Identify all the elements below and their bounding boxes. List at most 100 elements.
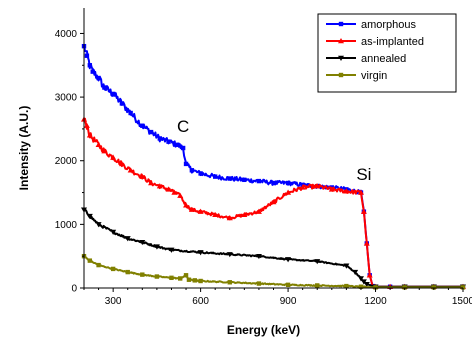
data-point-as-implanted	[285, 189, 292, 195]
data-point-virgin	[183, 273, 189, 278]
data-point-as-implanted	[171, 189, 178, 195]
x-axis-title: Energy (keV)	[227, 323, 300, 337]
data-point-as-implanted	[118, 160, 125, 167]
data-point-virgin	[256, 281, 262, 286]
data-point-annealed	[357, 276, 364, 282]
data-point-virgin	[358, 284, 364, 289]
data-point-as-implanted	[83, 122, 90, 128]
data-point-virgin	[373, 285, 378, 290]
data-point-as-implanted	[165, 186, 172, 192]
data-point-virgin	[140, 272, 145, 277]
data-point-as-implanted	[314, 183, 321, 189]
legend-label-virgin: virgin	[361, 70, 387, 82]
series-line-virgin	[83, 255, 464, 289]
y-tick-label: 3000	[55, 93, 78, 104]
series-layer	[81, 43, 466, 290]
axes-layer: 300 600 900 1200 1500 0 1000 2000 3000 4000	[55, 8, 472, 307]
data-point-virgin	[125, 269, 130, 275]
legend-box	[317, 13, 457, 93]
legend-marker-virgin	[338, 72, 344, 78]
legend-marker-as-implanted	[338, 38, 344, 44]
data-point-as-implanted	[197, 208, 204, 214]
data-point-annealed	[124, 236, 131, 242]
data-point-amorphous	[180, 145, 186, 151]
data-point-amorphous	[198, 171, 203, 176]
data-point-annealed	[363, 281, 370, 288]
data-point-virgin	[178, 276, 183, 281]
data-point-amorphous	[90, 69, 95, 74]
legend-marker-amorphous	[338, 21, 344, 27]
data-point-annealed	[285, 257, 292, 263]
data-point-as-implanted	[357, 189, 364, 195]
data-point-annealed	[343, 263, 350, 269]
data-point-virgin	[192, 278, 197, 283]
legend: amorphous as-implanted annealed virgin	[317, 13, 457, 93]
data-point-as-implanted	[226, 215, 233, 221]
data-point-annealed	[110, 229, 117, 235]
data-point-virgin	[285, 282, 291, 288]
x-tick-label: 1200	[364, 296, 387, 307]
x-tick-label: 600	[192, 296, 209, 307]
data-point-as-implanted	[127, 167, 134, 173]
data-point-as-implanted	[363, 240, 370, 246]
data-point-amorphous	[110, 91, 116, 97]
data-point-amorphous	[271, 180, 276, 186]
data-point-annealed	[86, 213, 93, 220]
data-point-as-implanted	[95, 141, 102, 148]
data-point-as-implanted	[343, 188, 350, 194]
x-tick-label: 900	[280, 296, 297, 307]
data-point-amorphous	[285, 180, 291, 186]
data-point-virgin	[402, 285, 407, 290]
data-point-as-implanted	[212, 211, 219, 218]
data-point-amorphous	[87, 63, 93, 68]
annotation-si: Si	[356, 165, 371, 184]
annotation-c: C	[177, 117, 189, 136]
data-point-amorphous	[242, 177, 247, 183]
data-point-virgin	[186, 277, 192, 282]
data-point-virgin	[344, 283, 349, 289]
y-tick-label: 0	[71, 284, 77, 295]
data-point-amorphous	[175, 142, 180, 148]
data-point-as-implanted	[328, 186, 335, 192]
series-virgin	[81, 253, 466, 290]
legend-marker-annealed	[338, 55, 344, 61]
data-point-as-implanted	[366, 272, 373, 278]
data-point-annealed	[226, 252, 233, 258]
data-point-annealed	[168, 247, 175, 253]
data-point-amorphous	[84, 53, 90, 58]
y-tick-label: 2000	[55, 156, 78, 167]
y-tick-label: 1000	[55, 220, 78, 231]
data-point-amorphous	[128, 110, 133, 116]
data-point-as-implanted	[177, 192, 184, 198]
data-point-annealed	[95, 222, 102, 228]
data-point-amorphous	[227, 176, 232, 181]
data-point-as-implanted	[183, 202, 190, 208]
data-point-virgin	[87, 258, 93, 263]
data-point-virgin	[96, 262, 101, 268]
data-point-amorphous	[140, 123, 145, 128]
data-point-as-implanted	[101, 148, 108, 154]
data-point-amorphous	[212, 174, 218, 179]
data-point-virgin	[460, 285, 466, 290]
data-point-amorphous	[189, 168, 195, 173]
data-point-annealed	[197, 250, 204, 256]
data-point-virgin	[227, 280, 232, 285]
data-point-annealed	[153, 244, 160, 250]
data-point-as-implanted	[110, 154, 117, 160]
data-point-annealed	[255, 253, 262, 260]
data-point-annealed	[139, 239, 146, 246]
legend-label-as-implanted: as-implanted	[361, 36, 424, 48]
data-point-virgin	[169, 275, 174, 281]
data-point-as-implanted	[86, 132, 93, 138]
data-point-as-implanted	[148, 180, 155, 186]
data-point-as-implanted	[139, 173, 146, 179]
legend-label-amorphous: amorphous	[361, 19, 417, 31]
data-point-as-implanted	[299, 184, 306, 190]
data-point-amorphous	[148, 129, 154, 135]
data-point-amorphous	[166, 139, 171, 144]
data-point-virgin	[110, 266, 116, 272]
data-point-amorphous	[119, 101, 125, 106]
data-point-amorphous	[256, 178, 262, 184]
y-tick-label: 4000	[55, 29, 78, 40]
